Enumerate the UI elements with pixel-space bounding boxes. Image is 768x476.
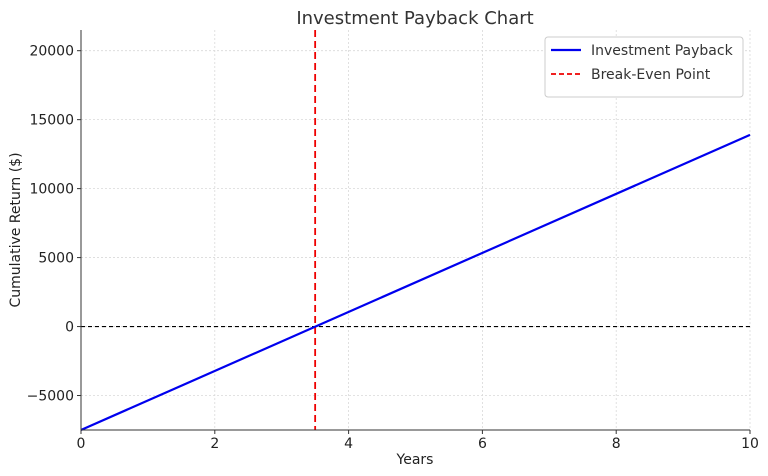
tick-labels: 0 2 4 6 8 10 −5000 0 5000 10000 15000 20000 bbox=[27, 44, 759, 452]
series-lines bbox=[80, 133, 751, 432]
chart-title: Investment Payback Chart bbox=[296, 8, 533, 29]
legend-entry-break-even-label: Break-Even Point bbox=[591, 67, 711, 83]
y-tick-label: 10000 bbox=[29, 182, 74, 198]
x-tick-label: 8 bbox=[612, 436, 621, 452]
legend-entry-investment-payback-label: Investment Payback bbox=[591, 43, 734, 59]
reference-lines bbox=[81, 30, 750, 430]
y-tick-label: 15000 bbox=[29, 113, 74, 129]
legend: Investment Payback Break-Even Point bbox=[544, 36, 744, 98]
x-tick-label: 10 bbox=[741, 436, 759, 452]
x-tick-label: 0 bbox=[77, 436, 86, 452]
y-axis-label: Cumulative Return ($) bbox=[8, 152, 24, 307]
y-tick-label: 5000 bbox=[38, 251, 74, 267]
x-axis-label: Years bbox=[396, 452, 434, 468]
x-tick-label: 6 bbox=[478, 436, 487, 452]
y-tick-label: 20000 bbox=[29, 44, 74, 60]
legend-box bbox=[544, 36, 744, 98]
x-tick-label: 2 bbox=[210, 436, 219, 452]
y-tick-label: 0 bbox=[65, 320, 74, 336]
y-tick-label: −5000 bbox=[27, 389, 74, 405]
investment-payback-line bbox=[80, 133, 751, 432]
axes bbox=[80, 30, 750, 431]
x-tick-label: 4 bbox=[344, 436, 353, 452]
